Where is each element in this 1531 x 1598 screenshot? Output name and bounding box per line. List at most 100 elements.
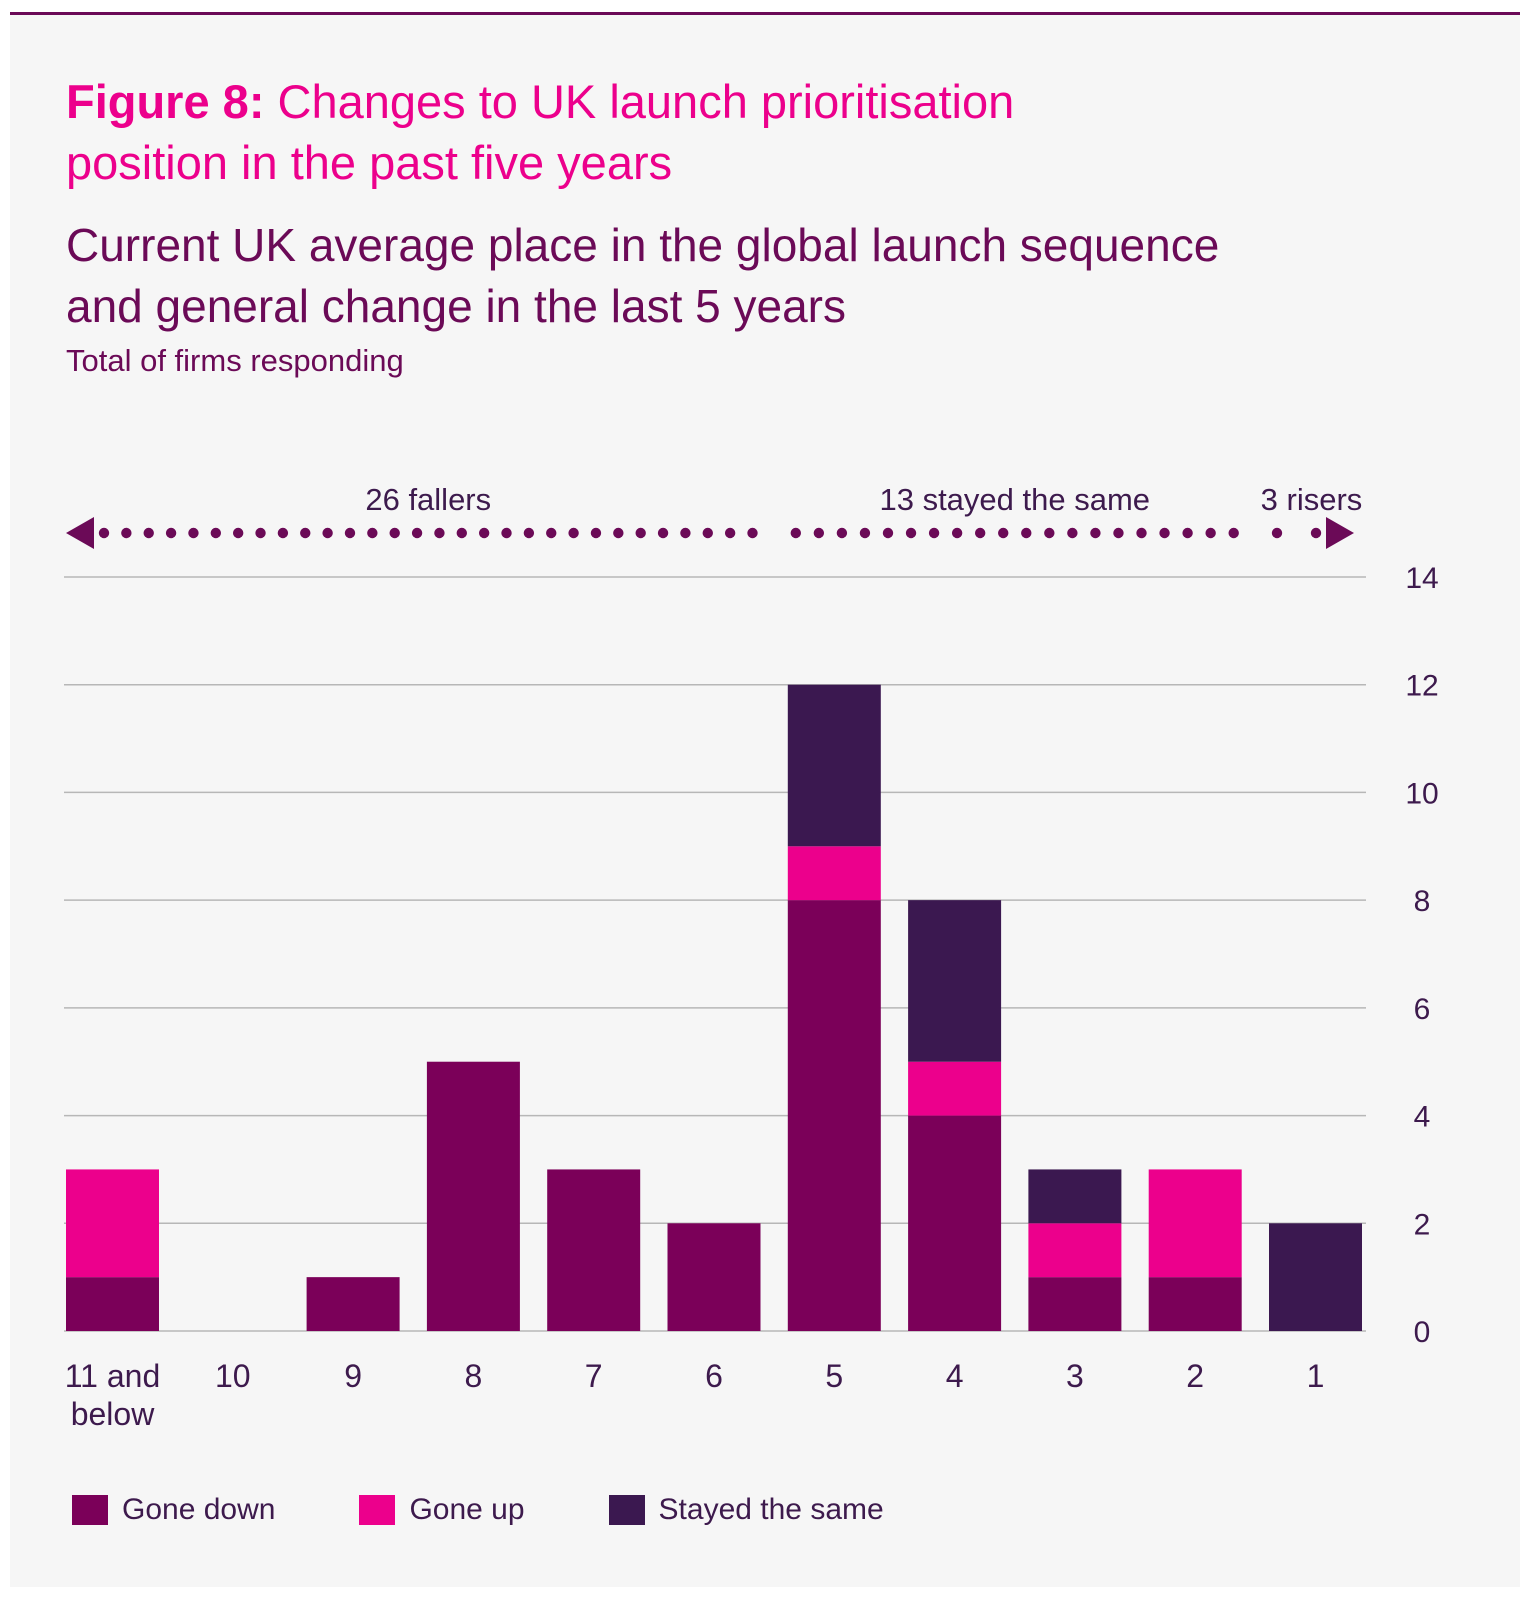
bar-segment-gone-down [426, 1061, 520, 1331]
annotation-dot [1310, 527, 1322, 539]
annotation-dot [434, 527, 445, 539]
annotation-dot [568, 527, 579, 539]
annotation-dot [836, 527, 848, 539]
legend-swatch-gone-down [72, 1495, 108, 1525]
annotation-dot [232, 527, 244, 539]
annotation-dot [456, 527, 467, 539]
annotation-dot [905, 527, 917, 539]
group-label: 13 stayed the same [879, 482, 1150, 517]
annotation-dot [121, 527, 132, 539]
annotation-dot [790, 527, 801, 539]
x-tick-label: 5 [825, 1358, 843, 1394]
arrow-head-right [1326, 517, 1354, 549]
annotation-dot [1205, 527, 1216, 539]
x-tick-label: 2 [1186, 1358, 1204, 1394]
annotation-dot [322, 527, 333, 539]
annotation-dot [188, 527, 199, 539]
annotation-dot [501, 527, 512, 539]
annotation-dot [546, 527, 557, 539]
annotation-dot [702, 527, 713, 539]
annotation-dot [657, 527, 669, 539]
bar-segment-stayed-same [787, 684, 881, 847]
y-tick-label: 2 [1414, 1208, 1431, 1241]
stacked-bar-chart: 0 2 4 6 8 10 12 14 11 and below 10 9 8 7 6 5 4 3 2 1 26 fall… [64, 482, 1439, 1432]
annotation-dot [635, 527, 646, 539]
annotation-dot [255, 527, 266, 539]
x-tick-label: 7 [585, 1358, 603, 1394]
legend-label-gone-down: Gone down [122, 1493, 276, 1526]
x-tick-label: 3 [1066, 1358, 1084, 1394]
annotation-dot [1136, 527, 1147, 539]
annotation-dot [389, 527, 400, 539]
legend-swatch-stayed-same [608, 1495, 645, 1525]
legend-item-stayed-same: Stayed the same [608, 1493, 884, 1527]
legend-label-gone-up: Gone up [409, 1493, 525, 1526]
legend-item-gone-down: Gone down [72, 1493, 275, 1527]
annotation-dot [478, 527, 490, 539]
x-tick-label: 8 [465, 1358, 483, 1394]
x-tick-label: 6 [705, 1358, 723, 1394]
annotation-dot [1182, 527, 1193, 539]
annotation-dot [1090, 527, 1101, 539]
annotation-dot [1067, 527, 1078, 539]
annotation-dot [1159, 527, 1170, 539]
bar-segment-gone-down [1028, 1277, 1122, 1331]
bar-segment-gone-down [306, 1277, 400, 1331]
annotation-dot [1021, 527, 1032, 539]
y-tick-label: 12 [1405, 670, 1438, 703]
y-tick-label: 4 [1414, 1101, 1431, 1134]
annotation-dot [1228, 527, 1239, 539]
legend-label-stayed-same: Stayed the same [658, 1493, 884, 1526]
bar-segment-gone-down [1148, 1277, 1242, 1331]
y-tick-label: 8 [1414, 885, 1431, 918]
figure-title-text: Changes to UK launch prioritisation posi… [66, 75, 1015, 189]
bar-segment-gone-down [787, 900, 881, 1331]
annotation-dot [882, 527, 894, 539]
group-label: 3 risers [1261, 482, 1363, 517]
y-tick-label: 14 [1405, 562, 1438, 595]
annotation-dot [300, 527, 311, 539]
figure-label: Figure 8: [66, 75, 265, 128]
annotation-dot [210, 527, 222, 539]
annotation-dot [277, 527, 289, 539]
chart-subtitle: Total of firms responding [66, 343, 404, 378]
bar-segment-gone-up [66, 1169, 159, 1278]
annotation-dot [344, 527, 356, 539]
x-tick-label: 10 [215, 1358, 251, 1394]
annotation-dot [165, 527, 177, 539]
bar-segment-stayed-same [908, 900, 1002, 1062]
bar-segment-stayed-same [1028, 1169, 1122, 1224]
bar-segment-gone-up [908, 1061, 1002, 1116]
legend-item-gone-up: Gone up [359, 1493, 525, 1527]
bar-segment-stayed-same [1269, 1223, 1362, 1331]
figure-title: Figure 8: Changes to UK launch prioritis… [66, 71, 1166, 193]
annotation-dot [367, 527, 378, 539]
annotation-dot [859, 527, 871, 539]
y-tick-label: 6 [1414, 993, 1431, 1026]
figure-panel: Figure 8: Changes to UK launch prioritis… [10, 12, 1520, 1587]
x-tick-label: 4 [946, 1358, 964, 1394]
bar-segment-gone-up [1148, 1169, 1242, 1278]
chart-title: Current UK average place in the global l… [66, 219, 1220, 332]
bar-segment-gone-down [908, 1115, 1002, 1331]
annotation-dot [143, 527, 154, 539]
annotation-dot [928, 527, 940, 539]
annotation-dot [613, 527, 624, 539]
annotation-dot [1271, 527, 1283, 539]
group-label: 26 fallers [365, 482, 491, 517]
annotation-dot [1113, 527, 1124, 539]
annotation-dot [974, 527, 986, 539]
bar-segment-gone-down [667, 1223, 761, 1331]
annotation-dot [590, 527, 602, 539]
annotation-dot [813, 527, 825, 539]
x-tick-label: 1 [1307, 1358, 1325, 1394]
annotation-dot [523, 527, 535, 539]
bar-segment-gone-down [66, 1277, 159, 1331]
arrow-head-left [66, 517, 94, 549]
y-tick-label: 10 [1405, 777, 1438, 810]
bar-segment-gone-down [547, 1169, 641, 1331]
annotation-dot [747, 527, 758, 539]
x-tick-label: 9 [344, 1358, 362, 1394]
annotation-dot [998, 527, 1009, 539]
bar-segment-gone-up [1028, 1223, 1122, 1278]
